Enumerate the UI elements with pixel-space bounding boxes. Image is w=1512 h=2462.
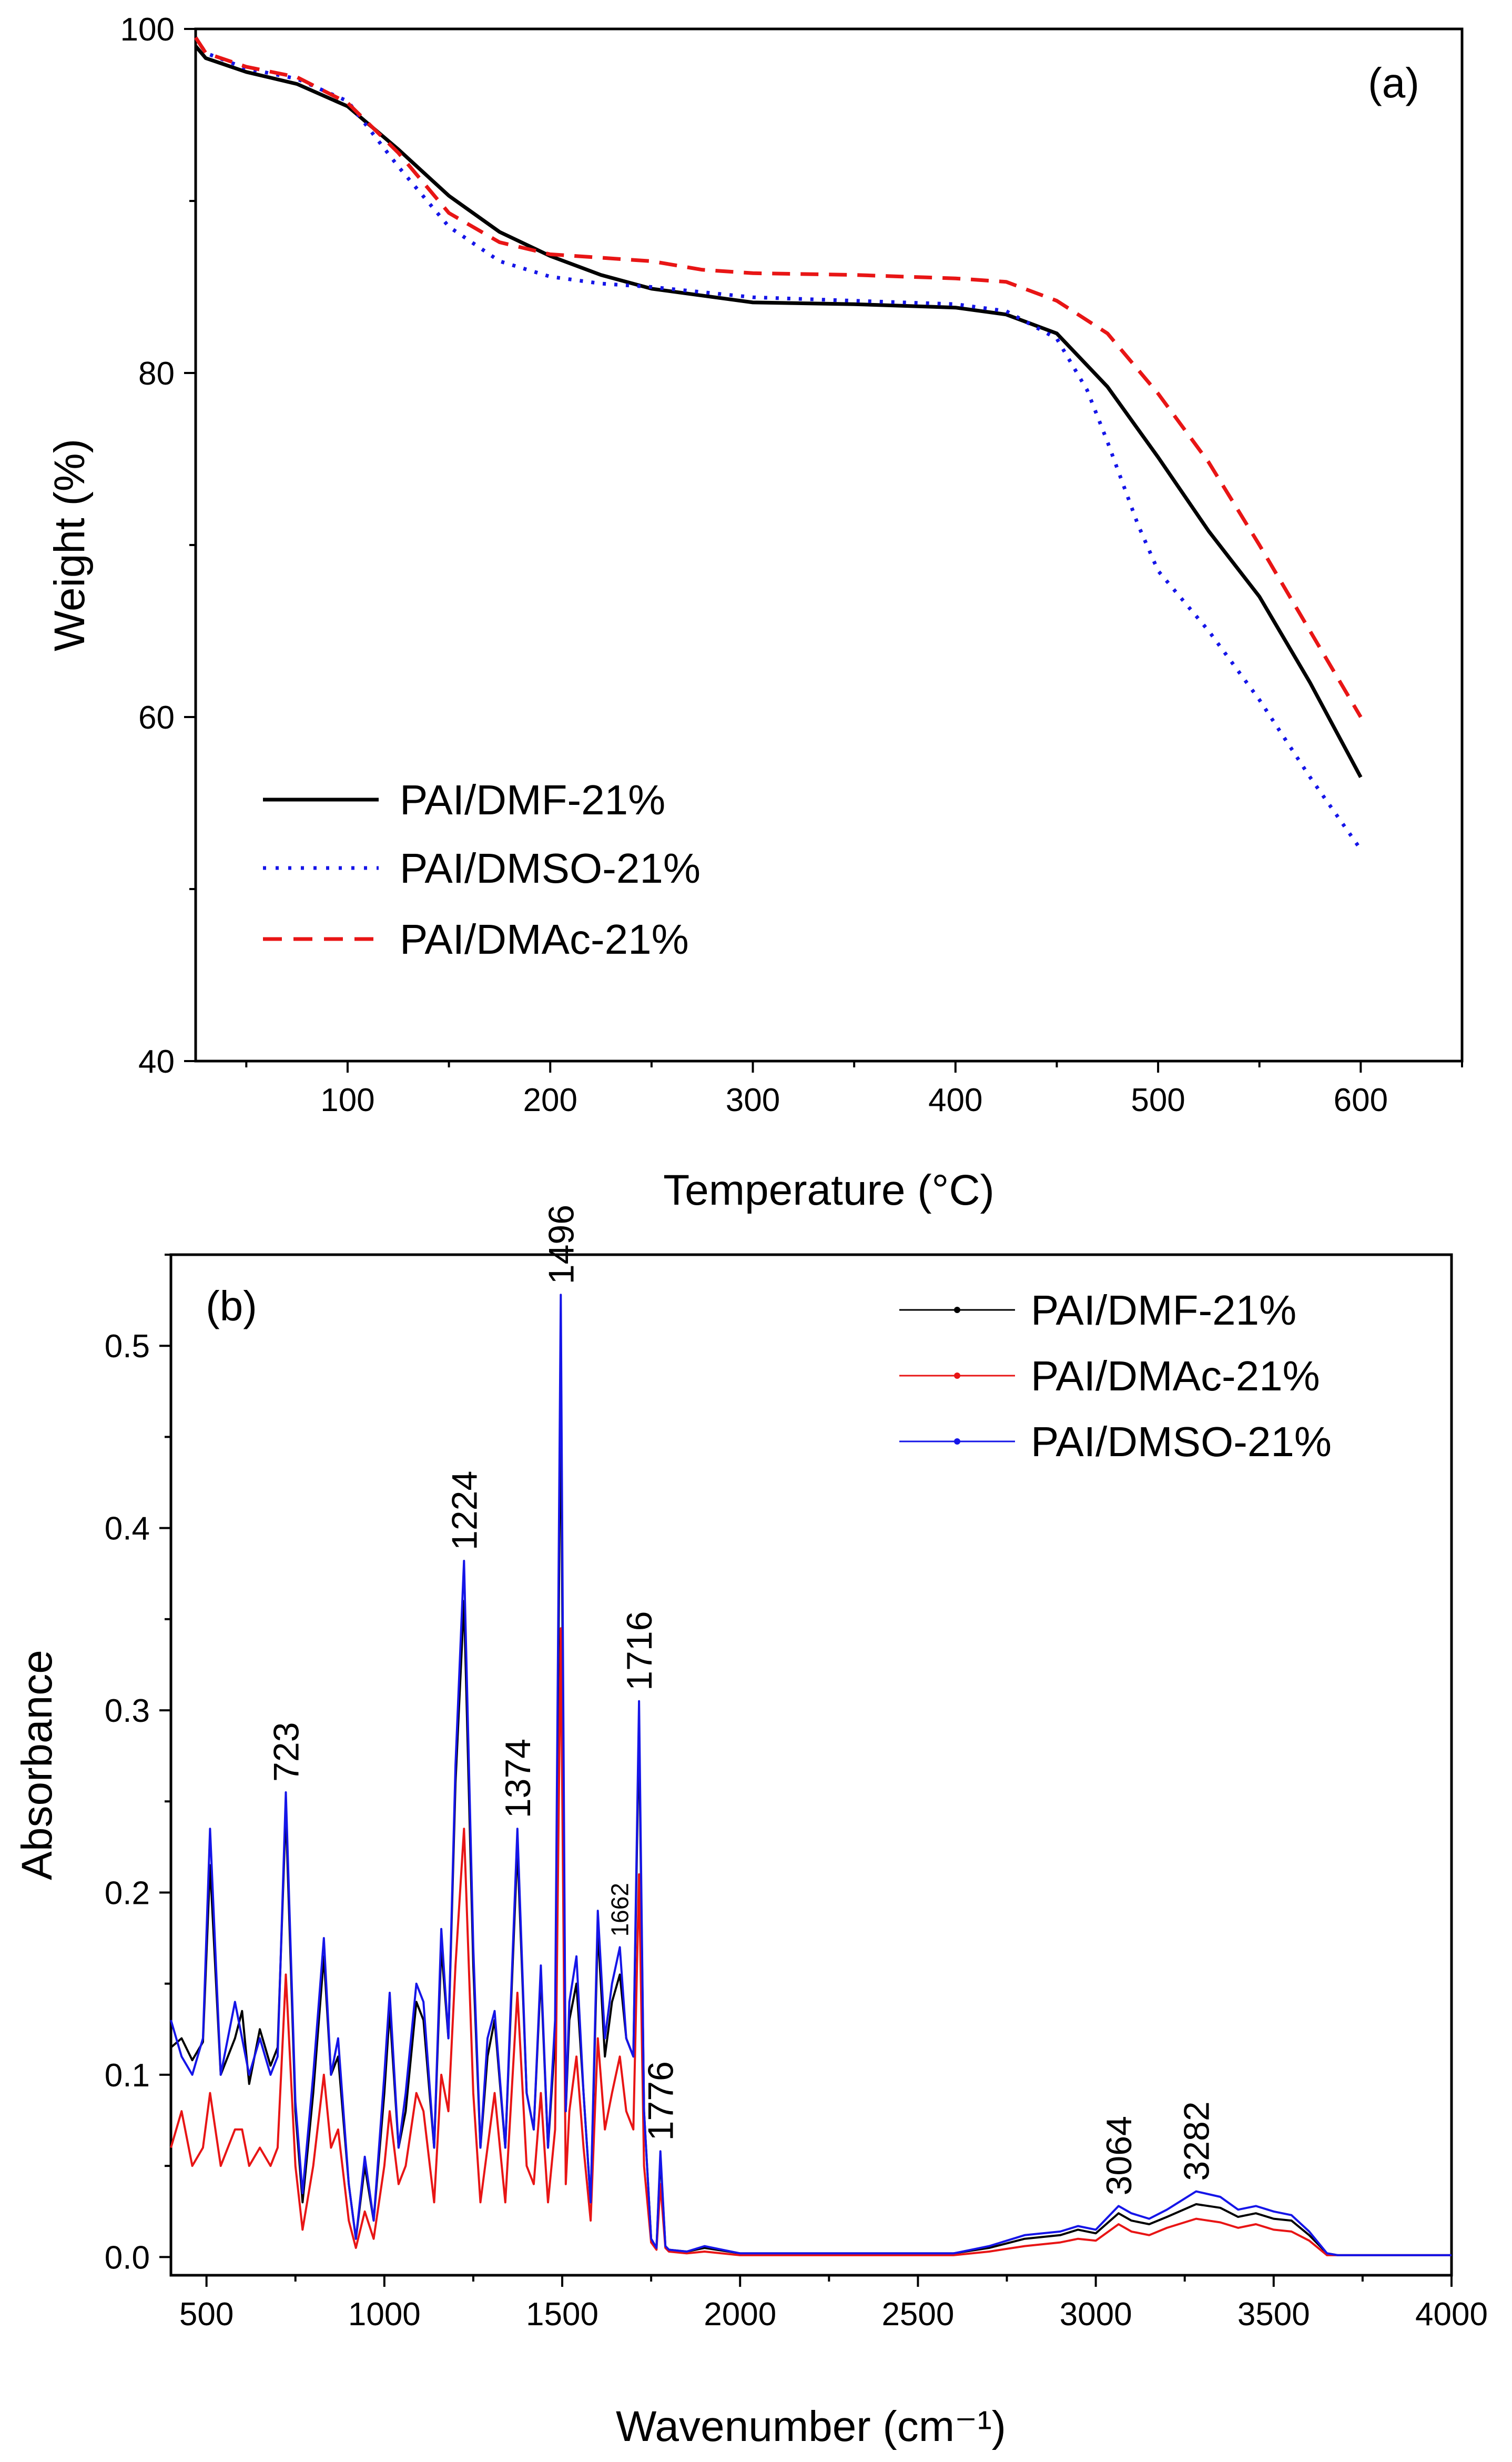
x-tick-label: 600 <box>1334 1082 1388 1118</box>
peak-label-1716: 1716 <box>620 1611 659 1691</box>
y-tick-label: 0.3 <box>105 1693 150 1729</box>
x-tick-label: 400 <box>928 1082 982 1118</box>
y-tick-label: 100 <box>120 12 175 48</box>
panel-b-series <box>170 1294 1452 2256</box>
peak-label-1662: 1662 <box>606 1883 634 1936</box>
x-tick-label: 2000 <box>704 2296 776 2333</box>
x-tick-label: 500 <box>1131 1082 1185 1118</box>
x-tick-label: 500 <box>179 2296 234 2333</box>
y-tick-label: 0.5 <box>105 1328 150 1365</box>
legend-marker-pai-dmf <box>954 1307 960 1313</box>
panel-b-y-ticks: 0.0 0.1 0.2 0.3 0.4 0.5 <box>105 1254 171 2276</box>
series-line-pai-dmso-21- <box>194 36 1363 851</box>
panel-b-peak-labels: 723 1224 1374 1496 1662 1716 1776 3064 3282 <box>267 1205 1217 2195</box>
x-tick-label: 3500 <box>1237 2296 1310 2333</box>
x-tick-label: 300 <box>726 1082 780 1118</box>
legend-label-pai-dmf: PAI/DMF-21% <box>1031 1287 1296 1334</box>
panel-a-legend: PAI/DMF-21% PAI/DMSO-21% PAI/DMAc-21% <box>263 776 701 963</box>
panel-b-label: (b) <box>206 1283 257 1329</box>
y-tick-label: 60 <box>138 700 175 736</box>
panel-a-series <box>194 36 1363 851</box>
y-tick-label: 80 <box>138 356 175 392</box>
y-tick-label: 0.0 <box>105 2239 150 2276</box>
peak-label-1776: 1776 <box>641 2061 681 2141</box>
x-tick-label: 200 <box>523 1082 577 1118</box>
peak-label-3064: 3064 <box>1099 2116 1139 2195</box>
panel-a-label: (a) <box>1368 59 1419 106</box>
legend-marker-pai-dmso <box>954 1438 960 1445</box>
series-line-pai-dmac-21- <box>194 36 1363 718</box>
series-line-pai-dmf-21- <box>194 45 1363 779</box>
legend-label-pai-dmso: PAI/DMSO-21% <box>1031 1418 1332 1465</box>
peak-label-1496: 1496 <box>541 1205 581 1284</box>
panel-a-x-axis-title: Temperature (°C) <box>663 1166 995 1214</box>
panel-a-x-ticks: 100 200 300 400 500 600 <box>245 1061 1463 1118</box>
peak-label-723: 723 <box>267 1722 307 1782</box>
panel-b-ftir-chart: 500 1000 1500 2000 2500 3000 3500 4000 0.00.10.… <box>13 1205 1488 2450</box>
x-tick-label: 100 <box>320 1082 374 1118</box>
panel-b-y-axis-title: Absorbance <box>13 1650 61 1880</box>
series-line-pai-dmf-21- <box>170 1381 1452 2256</box>
panel-b-x-axis-title: Wavenumber (cm⁻¹) <box>616 2403 1006 2450</box>
peak-label-1224: 1224 <box>444 1471 484 1550</box>
series-line-pai-dmso-21- <box>170 1294 1452 2256</box>
x-tick-label: 1000 <box>348 2296 421 2333</box>
x-tick-label: 1500 <box>526 2296 598 2333</box>
y-tick-label: 0.4 <box>105 1511 150 1547</box>
legend-label-pai-dmac: PAI/DMAc-21% <box>400 916 689 963</box>
legend-marker-pai-dmac <box>954 1373 960 1379</box>
y-tick-label: 40 <box>138 1044 175 1080</box>
series-line-pai-dmac-21- <box>170 1627 1452 2256</box>
x-tick-label: 4000 <box>1415 2296 1488 2333</box>
panel-a-tga-chart: 100 200 300 400 500 600 40 60 80 100 (a) Tempera… <box>46 12 1464 1214</box>
y-tick-label: 0.2 <box>105 1875 150 1912</box>
panel-a-plot-frame <box>194 27 1464 1063</box>
x-tick-label: 3000 <box>1060 2296 1132 2333</box>
legend-label-pai-dmso: PAI/DMSO-21% <box>400 845 701 892</box>
peak-label-1374: 1374 <box>498 1739 538 1818</box>
legend-label-pai-dmf: PAI/DMF-21% <box>400 776 665 823</box>
y-tick-label: 0.1 <box>105 2057 150 2094</box>
peak-label-3282: 3282 <box>1176 2101 1216 2181</box>
panel-b-plot-frame <box>169 1253 1453 2277</box>
panel-b-x-ticks: 500 1000 1500 2000 2500 3000 3500 4000 <box>179 2275 1488 2333</box>
legend-label-pai-dmac: PAI/DMAc-21% <box>1031 1353 1320 1399</box>
panel-a-y-ticks: 40 60 80 100 <box>120 12 196 1080</box>
panel-b-legend: PAI/DMF-21% PAI/DMAc-21% PAI/DMSO-21% <box>899 1287 1332 1465</box>
x-tick-label: 2500 <box>881 2296 954 2333</box>
panel-a-y-axis-title: Weight (%) <box>46 439 94 651</box>
